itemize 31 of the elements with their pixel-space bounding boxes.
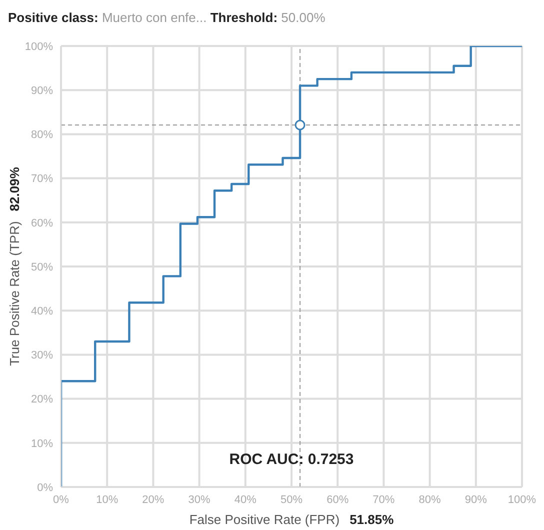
x-tick-label: 90%	[464, 494, 488, 506]
x-tick-label: 60%	[326, 494, 349, 506]
chart-title: Positive class:	[8, 10, 98, 25]
x-tick-label: 80%	[418, 494, 442, 506]
x-tick-label: 30%	[188, 494, 211, 506]
text: 82.09%	[6, 166, 22, 211]
x-tick-label: 100%	[508, 494, 536, 506]
annotation: ROC AUC: 0.7253	[228, 451, 355, 468]
x-tick-label: 50%	[280, 494, 303, 506]
y-tick-label: 20%	[30, 394, 54, 406]
y-tick-label: 40%	[30, 306, 54, 318]
x-tick-label: 20%	[142, 494, 164, 506]
y-tick-label: 50%	[30, 261, 54, 274]
x-tick-label: 10%	[96, 494, 118, 506]
y-tick-label: 60%	[30, 217, 54, 230]
x-tick-label: 40%	[234, 494, 257, 506]
y-axis-title: True Positive Rate (TPR)	[6, 220, 22, 366]
x-axis-title: False Positive Rate (FPR)	[189, 512, 340, 527]
chart-subtitle: Muerto con enfe...	[102, 10, 207, 25]
x-tick-label: 70%	[372, 494, 395, 506]
text: 50.00%	[281, 10, 326, 25]
y-tick-label: 10%	[30, 438, 54, 450]
y-tick-label: 0%	[37, 482, 54, 494]
y-tick-label: 90%	[30, 85, 54, 98]
y-tick-label: 80%	[30, 129, 54, 142]
text: 51.85%	[350, 512, 394, 527]
x-tick-label: 0%	[53, 494, 70, 506]
y-tick-label: 70%	[30, 173, 54, 186]
y-tick-label: 100%	[24, 40, 54, 53]
y-tick-label: 30%	[30, 350, 54, 362]
text: Threshold:	[210, 10, 279, 25]
